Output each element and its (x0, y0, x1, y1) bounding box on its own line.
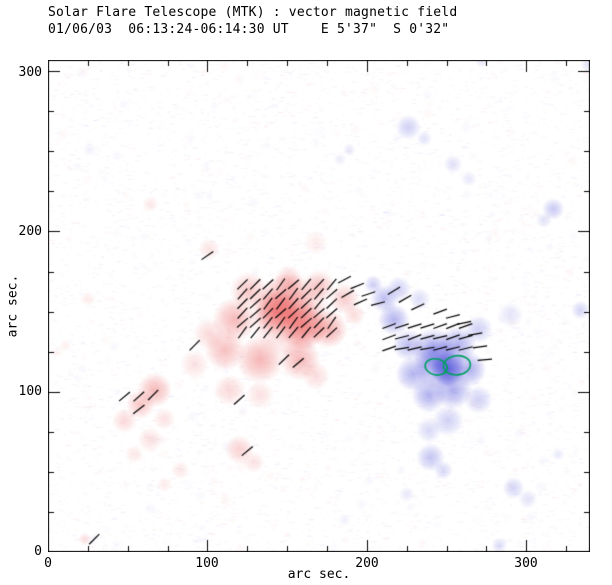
y-tick-label-2: 200 (18, 224, 42, 239)
magnetogram-canvas (48, 60, 590, 552)
x-tick-label-3: 300 (514, 556, 538, 571)
x-tick-label-2: 200 (355, 556, 379, 571)
x-axis-label: arc sec. (287, 567, 351, 582)
plot-frame (48, 60, 590, 552)
x-tick-label-1: 100 (195, 556, 219, 571)
y-tick-label-3: 300 (18, 65, 42, 80)
y-axis-label: arc sec. (5, 274, 21, 338)
y-tick-label-1: 100 (18, 384, 42, 399)
x-tick-label-0: 0 (44, 556, 52, 571)
y-tick-label-0: 0 (34, 544, 42, 559)
figure-subtitle: 01/06/03 06:13:24-06:14:30 UT E 5'37" S … (48, 22, 450, 37)
figure-title: Solar Flare Telescope (MTK) : vector mag… (48, 5, 458, 20)
